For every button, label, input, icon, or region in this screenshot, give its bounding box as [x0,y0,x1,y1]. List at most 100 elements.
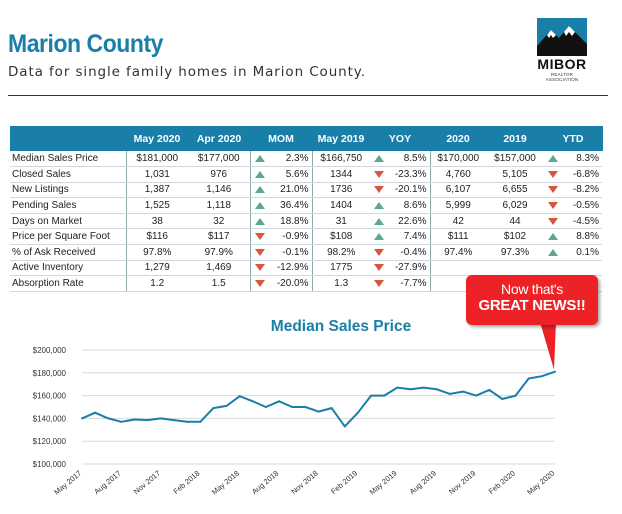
y-tick-label: $100,000 [33,460,67,469]
trend-arrow-cell [370,275,387,292]
trend-down-icon [548,170,558,178]
header-cell-apr2020: Apr 2020 [188,126,251,151]
trend-arrow-cell [249,260,268,277]
table-cell: 1775 [311,260,370,277]
table-cell: $116 [125,228,188,246]
table-cell: 1,031 [125,166,188,183]
table-cell: 1,146 [188,182,250,199]
table-row: Price per Square Foot $116 $117 -0.9% $108 7.… [10,228,602,246]
trend-arrow-cell [544,228,561,246]
trend-down-icon [374,186,384,194]
trend-arrow-cell [249,166,268,183]
trend-up-icon [254,154,265,162]
row-label: Pending Sales [10,197,126,214]
trend-up-icon [548,154,558,162]
trend-arrow-cell [249,244,268,261]
row-label: Closed Sales [10,166,126,183]
data-point [422,386,425,389]
table-cell: -0.5% [561,197,602,214]
trend-up-icon [374,201,384,209]
table-cell: 1.5 [188,275,250,292]
x-tick-label: Aug 2017 [92,469,122,497]
row-label: Active Inventory [10,260,126,277]
trend-arrow-cell [370,244,387,261]
header-cell-mom: MOM [250,126,313,151]
x-tick-label: Nov 2019 [447,469,477,497]
x-tick-label: Aug 2019 [408,469,438,497]
table-row: % of Ask Received 97.8% 97.9% -0.1% 98.2% -0.… [10,244,602,261]
x-tick-label: May 2020 [525,469,556,497]
table-cell: -6.8% [561,166,602,183]
data-point [488,388,491,391]
header-cell-2019: 2019 [486,126,545,151]
row-label: Absorption Rate [10,275,126,292]
data-point [186,420,189,423]
table-cell: 6,107 [429,182,486,199]
table-cell: $108 [311,228,370,246]
trend-arrow-cell [249,151,268,168]
table-cell: 44 [486,213,544,230]
table-cell: $102 [486,228,544,246]
trend-arrow-cell [370,182,387,199]
trend-arrow-cell [249,275,268,292]
y-tick-label: $120,000 [33,437,67,446]
table-cell: -4.5% [561,213,602,230]
row-label: Price per Square Foot [10,228,126,246]
trend-up-icon [254,170,265,178]
data-point [278,400,281,403]
callout-pointer [540,322,556,370]
table-cell: -7.7% [387,275,430,292]
trend-arrow-cell [370,151,387,168]
x-tick-label: May 2019 [368,469,399,497]
data-point [317,410,320,413]
data-point [291,406,294,408]
table-cell: 98.2% [311,244,370,261]
x-tick-label: Aug 2018 [250,469,280,497]
data-point [448,392,451,395]
data-point [264,406,267,408]
table-cell: -20.1% [387,182,430,199]
header-cell-2020: 2020 [430,126,487,151]
trend-up-icon [548,233,558,241]
logo-brand-text: MIBOR [537,56,587,72]
data-point [396,386,399,389]
data-point [435,388,438,391]
x-tick-label: Nov 2017 [132,469,162,497]
table-cell: $170,000 [429,151,486,168]
table-cell: -27.9% [387,260,430,277]
trend-arrow-cell [249,182,268,199]
row-label: % of Ask Received [10,244,126,261]
table-cell: -12.9% [267,260,312,277]
trend-arrow-cell [544,213,561,230]
trend-up-icon [254,201,265,209]
table-cell: 36.4% [267,197,312,214]
table-cell: $117 [188,228,250,246]
trend-down-icon [254,233,265,241]
table-row: Active Inventory 1,279 1,469 -12.9% 1775 -27.… [10,260,602,277]
table-cell: 5.6% [267,166,312,183]
data-point [120,420,123,423]
table-cell: 8.3% [561,151,602,168]
table-cell: 0.1% [561,244,602,261]
table-cell: 1,387 [125,182,188,199]
trend-arrow-cell [544,151,561,168]
trend-down-icon [548,217,558,225]
data-point [370,394,373,397]
data-point [146,419,149,422]
trend-down-icon [374,279,384,287]
trend-down-icon [254,279,265,287]
table-cell: -8.2% [561,182,602,199]
trend-arrow-cell [249,197,268,214]
data-point [133,418,136,421]
x-tick-label: Nov 2018 [289,469,319,497]
chart-title: Median Sales Price [270,318,412,335]
data-point [475,394,478,397]
table-cell: 1,525 [125,197,188,214]
trend-arrow-cell [249,228,268,246]
table-cell: 7.4% [387,228,430,246]
table-cell: 5,999 [429,197,486,214]
table-cell: 1.2 [125,275,188,292]
row-label: Median Sales Price [10,151,126,168]
callout-line1: Now that's [501,281,563,297]
